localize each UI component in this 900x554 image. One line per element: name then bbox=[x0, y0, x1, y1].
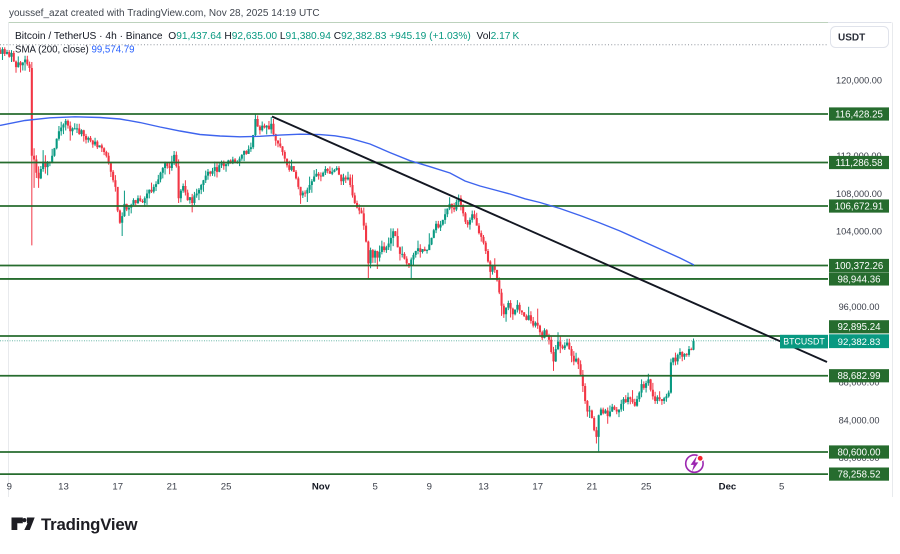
svg-text:25: 25 bbox=[221, 482, 232, 493]
svg-text:96,000.00: 96,000.00 bbox=[839, 302, 880, 312]
svg-text:116,428.25: 116,428.25 bbox=[835, 109, 883, 120]
svg-text:88,682.99: 88,682.99 bbox=[837, 371, 880, 382]
svg-text:80,600.00: 80,600.00 bbox=[837, 447, 881, 458]
svg-text:92,895.24: 92,895.24 bbox=[837, 322, 881, 333]
svg-text:88,000.00: 88,000.00 bbox=[839, 378, 880, 388]
svg-text:111,286.58: 111,286.58 bbox=[835, 158, 882, 169]
svg-text:13: 13 bbox=[58, 482, 69, 493]
svg-text:17: 17 bbox=[112, 482, 123, 493]
svg-text:13: 13 bbox=[478, 482, 489, 493]
svg-text:21: 21 bbox=[587, 482, 598, 493]
svg-text:9: 9 bbox=[7, 482, 12, 493]
svg-text:84,000.00: 84,000.00 bbox=[839, 415, 880, 425]
svg-text:108,000.00: 108,000.00 bbox=[836, 189, 882, 199]
svg-text:25: 25 bbox=[641, 482, 652, 493]
svg-text:100,372.26: 100,372.26 bbox=[835, 261, 884, 272]
svg-text:120,000.00: 120,000.00 bbox=[836, 76, 882, 86]
svg-text:BTCUSDT: BTCUSDT bbox=[783, 336, 825, 346]
svg-text:17: 17 bbox=[532, 482, 543, 493]
svg-text:106,672.91: 106,672.91 bbox=[835, 201, 884, 212]
svg-text:youssef_azat created with Trad: youssef_azat created with TradingView.co… bbox=[9, 8, 320, 19]
svg-text:SMA (200, close) 99,574.79: SMA (200, close) 99,574.79 bbox=[15, 45, 135, 56]
svg-text:104,000.00: 104,000.00 bbox=[836, 227, 882, 237]
svg-text:TradingView: TradingView bbox=[41, 515, 138, 534]
svg-text:98,944.36: 98,944.36 bbox=[837, 274, 880, 285]
svg-text:Bitcoin / TetherUS · 4h · Bina: Bitcoin / TetherUS · 4h · Binance O91,43… bbox=[15, 31, 519, 42]
svg-text:78,258.52: 78,258.52 bbox=[837, 469, 880, 480]
svg-text:Dec: Dec bbox=[719, 482, 737, 493]
svg-text:Nov: Nov bbox=[312, 482, 331, 493]
svg-text:92,382.83: 92,382.83 bbox=[838, 337, 881, 348]
svg-text:9: 9 bbox=[427, 482, 432, 493]
svg-text:5: 5 bbox=[372, 482, 377, 493]
svg-text:21: 21 bbox=[167, 482, 178, 493]
svg-text:USDT: USDT bbox=[838, 33, 865, 44]
svg-text:5: 5 bbox=[779, 482, 784, 493]
